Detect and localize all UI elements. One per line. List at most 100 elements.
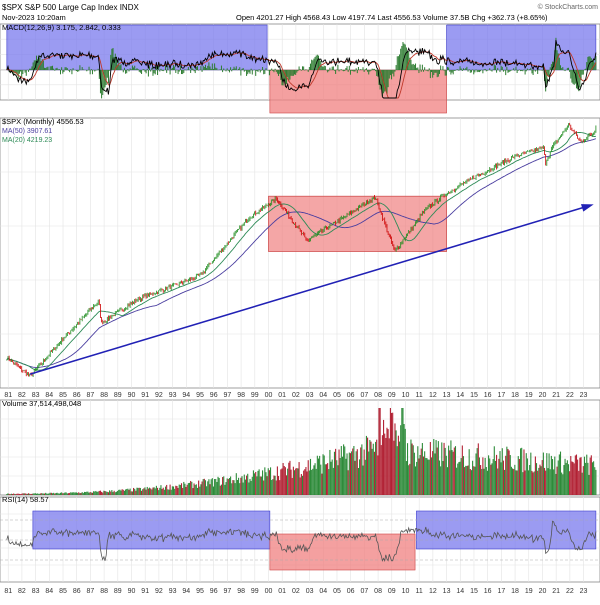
macd-histogram-bar bbox=[447, 67, 448, 70]
volume-bar bbox=[245, 480, 246, 495]
volume-bar bbox=[147, 487, 148, 495]
volume-bar bbox=[352, 449, 353, 495]
x-tick-label: 01 bbox=[278, 392, 286, 399]
x-tick-label: 98 bbox=[237, 588, 245, 595]
volume-bar bbox=[215, 479, 216, 495]
volume-bar bbox=[104, 491, 105, 495]
volume-bar bbox=[208, 479, 209, 495]
x-tick-label: 97 bbox=[223, 588, 231, 595]
macd-histogram-bar bbox=[495, 65, 496, 70]
macd-histogram-bar bbox=[68, 70, 69, 71]
volume-bar bbox=[79, 493, 80, 495]
volume-bar bbox=[560, 452, 561, 495]
volume-bar bbox=[486, 467, 487, 495]
macd-histogram-bar bbox=[175, 70, 176, 73]
volume-bar bbox=[323, 454, 324, 495]
volume-bar bbox=[575, 455, 576, 495]
macd-histogram-bar bbox=[386, 70, 387, 95]
volume-bar bbox=[231, 483, 232, 495]
macd-histogram-bar bbox=[450, 70, 451, 75]
volume-bar bbox=[542, 460, 543, 495]
macd-histogram-bar bbox=[348, 70, 349, 72]
macd-histogram-bar bbox=[436, 70, 437, 73]
volume-bar bbox=[512, 468, 513, 495]
macd-histogram-bar bbox=[260, 70, 261, 72]
volume-bar bbox=[317, 456, 318, 495]
macd-histogram-bar bbox=[396, 65, 397, 70]
volume-bar bbox=[228, 479, 229, 495]
volume-bar bbox=[571, 461, 572, 495]
volume-bar bbox=[101, 492, 102, 495]
macd-histogram-bar bbox=[296, 70, 297, 73]
macd-histogram-bar bbox=[312, 60, 313, 70]
volume-bar bbox=[263, 480, 264, 495]
volume-bar bbox=[329, 450, 330, 495]
volume-bar bbox=[453, 452, 454, 495]
macd-histogram-bar bbox=[567, 68, 568, 70]
macd-histogram-bar bbox=[235, 69, 236, 70]
volume-bar bbox=[502, 448, 503, 495]
volume-bar bbox=[119, 490, 120, 495]
macd-histogram-bar bbox=[197, 66, 198, 70]
volume-bar bbox=[142, 489, 143, 495]
macd-histogram-bar bbox=[400, 49, 401, 70]
x-tick-label: 00 bbox=[265, 588, 273, 595]
volume-bar bbox=[289, 461, 290, 495]
volume-bar bbox=[286, 475, 287, 495]
volume-bar bbox=[308, 460, 309, 495]
volume-bar bbox=[316, 469, 317, 495]
macd-histogram-bar bbox=[478, 70, 479, 72]
macd-histogram-bar bbox=[170, 70, 171, 74]
volume-bar bbox=[194, 483, 195, 495]
macd-histogram-bar bbox=[127, 69, 128, 70]
x-tick-label: 00 bbox=[265, 392, 273, 399]
macd-histogram-bar bbox=[308, 70, 309, 72]
macd-histogram-bar bbox=[593, 60, 594, 70]
volume-bar bbox=[478, 443, 479, 495]
volume-bar bbox=[428, 460, 429, 495]
volume-bar bbox=[344, 446, 345, 495]
macd-histogram-bar bbox=[510, 70, 511, 71]
x-tick-label: 21 bbox=[552, 392, 560, 399]
macd-histogram-bar bbox=[410, 60, 411, 70]
volume-bar bbox=[94, 491, 95, 495]
macd-histogram-bar bbox=[213, 69, 214, 70]
volume-bar bbox=[455, 446, 456, 495]
volume-bar bbox=[464, 467, 465, 495]
volume-bar bbox=[594, 467, 595, 495]
volume-bar bbox=[567, 460, 568, 495]
volume-bar bbox=[592, 462, 593, 495]
volume-bar bbox=[235, 483, 236, 495]
volume-bar bbox=[259, 469, 260, 495]
macd-histogram-bar bbox=[22, 70, 23, 74]
volume-bar bbox=[312, 469, 313, 495]
volume-bar bbox=[333, 468, 334, 495]
volume-bar bbox=[498, 459, 499, 495]
macd-histogram-bar bbox=[44, 68, 45, 70]
volume-bar bbox=[257, 471, 258, 495]
volume-bar bbox=[507, 449, 508, 495]
volume-bar bbox=[233, 480, 234, 495]
macd-histogram-bar bbox=[30, 69, 31, 70]
volume-bar bbox=[445, 448, 446, 495]
macd-histogram-bar bbox=[496, 70, 497, 73]
macd-histogram-bar bbox=[50, 66, 51, 70]
volume-bar bbox=[446, 456, 447, 495]
volume-bar bbox=[139, 488, 140, 495]
volume-bar bbox=[166, 485, 167, 495]
volume-bar bbox=[269, 470, 270, 495]
volume-bar bbox=[477, 448, 478, 495]
x-tick-label: 07 bbox=[360, 392, 368, 399]
volume-bar bbox=[444, 443, 445, 495]
macd-histogram-bar bbox=[476, 69, 477, 70]
macd-panel bbox=[0, 24, 600, 113]
macd-histogram-bar bbox=[487, 70, 488, 71]
volume-bar bbox=[98, 491, 99, 495]
volume-bar bbox=[319, 456, 320, 495]
volume-bar bbox=[53, 493, 54, 495]
volume-bar bbox=[304, 469, 305, 495]
macd-histogram-bar bbox=[131, 69, 132, 70]
macd-histogram-bar bbox=[263, 70, 264, 74]
x-tick-label: 04 bbox=[319, 588, 327, 595]
volume-bar bbox=[513, 469, 514, 495]
